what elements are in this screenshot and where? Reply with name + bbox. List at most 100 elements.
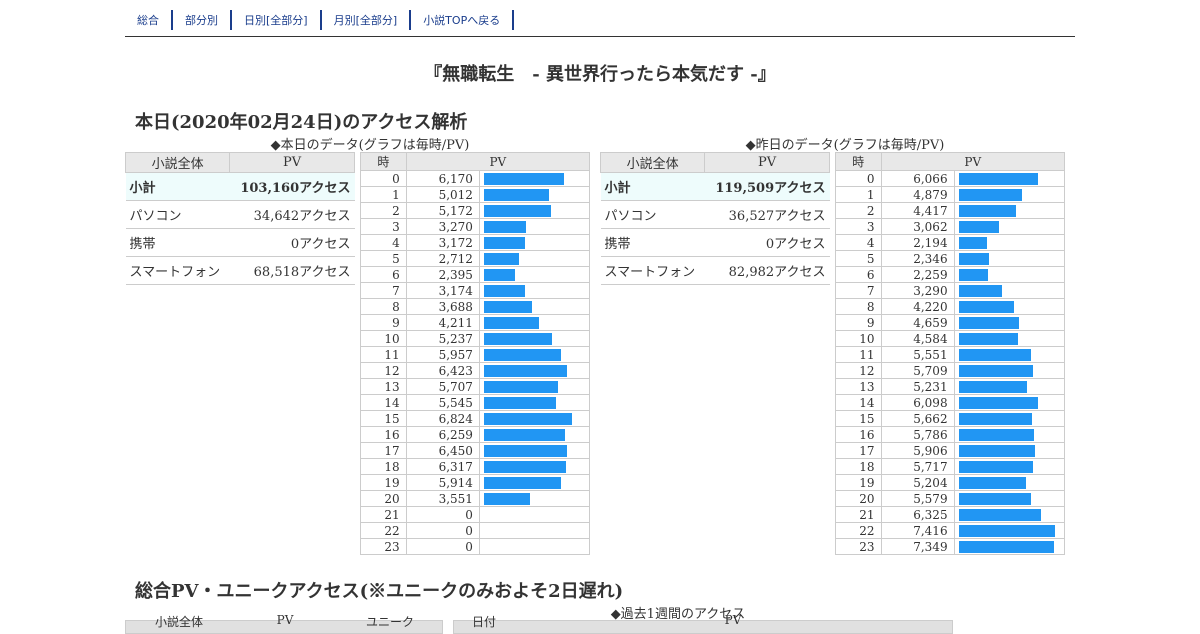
col-header-pv: PV <box>276 613 294 627</box>
summary-value: 68,518アクセス <box>229 256 355 285</box>
pv-label: 5,172 <box>405 202 480 219</box>
summary-label: スマートフォン <box>600 256 705 285</box>
pv-bar <box>483 316 539 329</box>
pv-bar <box>483 332 552 345</box>
pv-label: 2,712 <box>405 250 480 267</box>
pv-label: 6,259 <box>405 426 480 443</box>
bar-cell <box>953 442 1066 459</box>
pv-bar <box>958 204 1016 217</box>
nav-link-4[interactable]: 小説TOPへ戻る <box>411 10 515 30</box>
summary-row: パソコン 36,527アクセス <box>600 200 830 229</box>
pv-bar <box>958 188 1022 201</box>
summary-value: 103,160アクセス <box>229 172 355 201</box>
hourly-row: 2 5,172 <box>360 202 591 219</box>
hourly-row: 11 5,551 <box>835 346 1066 363</box>
nav-divider <box>125 36 1075 37</box>
pv-bar <box>483 236 525 249</box>
pv-label: 5,012 <box>405 186 480 203</box>
bar-cell <box>953 362 1066 379</box>
pv-label: 2,346 <box>880 250 955 267</box>
pv-label: 6,098 <box>880 394 955 411</box>
summary-row: 小計 103,160アクセス <box>125 172 355 201</box>
hourly-row: 18 6,317 <box>360 458 591 475</box>
pv-bar <box>483 412 572 425</box>
hour-label: 23 <box>360 538 407 555</box>
hourly-row: 13 5,231 <box>835 378 1066 395</box>
bar-cell <box>953 426 1066 443</box>
bar-cell <box>478 250 591 267</box>
col-header-pv: PV <box>405 152 591 171</box>
hourly-row: 0 6,066 <box>835 170 1066 187</box>
hour-label: 4 <box>360 234 407 251</box>
bar-cell <box>478 218 591 235</box>
bar-cell <box>953 282 1066 299</box>
hour-label: 11 <box>360 346 407 363</box>
hour-label: 4 <box>835 234 882 251</box>
hourly-row: 5 2,712 <box>360 250 591 267</box>
hourly-row: 8 3,688 <box>360 298 591 315</box>
hour-label: 9 <box>835 314 882 331</box>
hourly-row: 21 0 <box>360 506 591 523</box>
pv-bar <box>958 492 1031 505</box>
pv-label: 0 <box>405 538 480 555</box>
pv-label: 6,170 <box>405 170 480 187</box>
bar-cell <box>478 538 591 555</box>
yesterday-caption: ◆昨日のデータ(グラフは毎時/PV) <box>745 138 945 153</box>
pv-label: 6,423 <box>405 362 480 379</box>
hour-label: 5 <box>835 250 882 267</box>
pv-bar <box>483 220 526 233</box>
bar-cell <box>478 186 591 203</box>
nav-link-3[interactable]: 月別[全部分] <box>322 10 412 30</box>
bar-cell <box>478 410 591 427</box>
hour-label: 10 <box>835 330 882 347</box>
pv-label: 4,659 <box>880 314 955 331</box>
pv-bar <box>958 476 1026 489</box>
hour-label: 19 <box>835 474 882 491</box>
pv-bar <box>483 492 530 505</box>
pv-label: 4,879 <box>880 186 955 203</box>
nav-link-1[interactable]: 部分別 <box>173 10 232 30</box>
summary-value: 82,982アクセス <box>704 256 830 285</box>
pv-bar <box>483 428 565 441</box>
pv-label: 4,417 <box>880 202 955 219</box>
hour-label: 17 <box>835 442 882 459</box>
hour-label: 0 <box>360 170 407 187</box>
pv-label: 5,786 <box>880 426 955 443</box>
hour-label: 2 <box>835 202 882 219</box>
pv-label: 5,237 <box>405 330 480 347</box>
bar-cell <box>953 378 1066 395</box>
pv-label: 0 <box>405 522 480 539</box>
hourly-row: 20 3,551 <box>360 490 591 507</box>
bar-cell <box>953 330 1066 347</box>
summary-row: 携帯 0アクセス <box>600 228 830 257</box>
pv-label: 6,317 <box>405 458 480 475</box>
hour-label: 15 <box>360 410 407 427</box>
nav-link-0[interactable]: 総合 <box>125 10 173 30</box>
summary-value: 0アクセス <box>704 228 830 257</box>
pv-label: 5,717 <box>880 458 955 475</box>
pv-bar <box>483 444 567 457</box>
hourly-row: 2 4,417 <box>835 202 1066 219</box>
week-caption: ◆過去1週間のアクセス <box>610 607 746 622</box>
bar-cell <box>478 426 591 443</box>
hour-label: 6 <box>360 266 407 283</box>
pv-bar <box>483 476 561 489</box>
hour-label: 1 <box>360 186 407 203</box>
pv-label: 2,395 <box>405 266 480 283</box>
pv-label: 7,416 <box>880 522 955 539</box>
bar-cell <box>953 538 1066 555</box>
hourly-row: 22 0 <box>360 522 591 539</box>
pv-label: 4,220 <box>880 298 955 315</box>
hour-label: 10 <box>360 330 407 347</box>
pv-label: 7,349 <box>880 538 955 555</box>
pv-label: 3,172 <box>405 234 480 251</box>
nav-link-2[interactable]: 日別[全部分] <box>232 10 322 30</box>
hourly-row: 21 6,325 <box>835 506 1066 523</box>
pv-bar <box>958 348 1031 361</box>
pv-bar <box>483 204 551 217</box>
hourly-row: 12 5,709 <box>835 362 1066 379</box>
bar-cell <box>478 490 591 507</box>
hourly-row: 20 5,579 <box>835 490 1066 507</box>
col-header-unique: ユニーク <box>365 615 414 629</box>
hour-label: 21 <box>835 506 882 523</box>
